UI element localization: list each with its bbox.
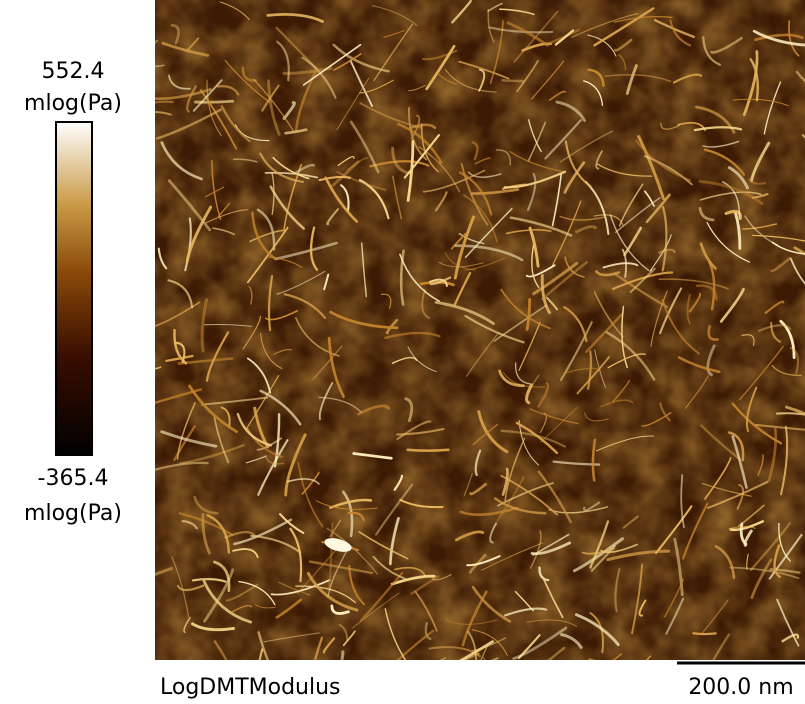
afm-view: 552.4 mlog(Pa) -365.4 mlog(Pa) LogDMTMod… bbox=[0, 0, 805, 700]
colorbar-max: 552.4 bbox=[42, 59, 105, 84]
fiber bbox=[694, 633, 716, 634]
colorbar-max-unit: mlog(Pa) bbox=[24, 91, 122, 116]
fiber bbox=[503, 80, 524, 81]
colorbar bbox=[56, 122, 92, 455]
channel-label: LogDMTModulus bbox=[160, 675, 341, 700]
fiber bbox=[436, 658, 497, 684]
fiber bbox=[612, 656, 650, 697]
colorbar-min-unit: mlog(Pa) bbox=[24, 501, 122, 526]
afm-image bbox=[101, 0, 805, 700]
fiber bbox=[483, 658, 515, 700]
fiber bbox=[112, 41, 157, 93]
scale-bar-label: 200.0 nm bbox=[688, 675, 793, 700]
colorbar-min: -365.4 bbox=[38, 466, 109, 491]
fiber bbox=[590, 660, 616, 666]
fiber bbox=[408, 450, 448, 451]
fiber bbox=[398, 658, 445, 676]
fiber bbox=[101, 367, 160, 384]
page: 552.4 mlog(Pa) -365.4 mlog(Pa) LogDMTMod… bbox=[0, 0, 805, 700]
